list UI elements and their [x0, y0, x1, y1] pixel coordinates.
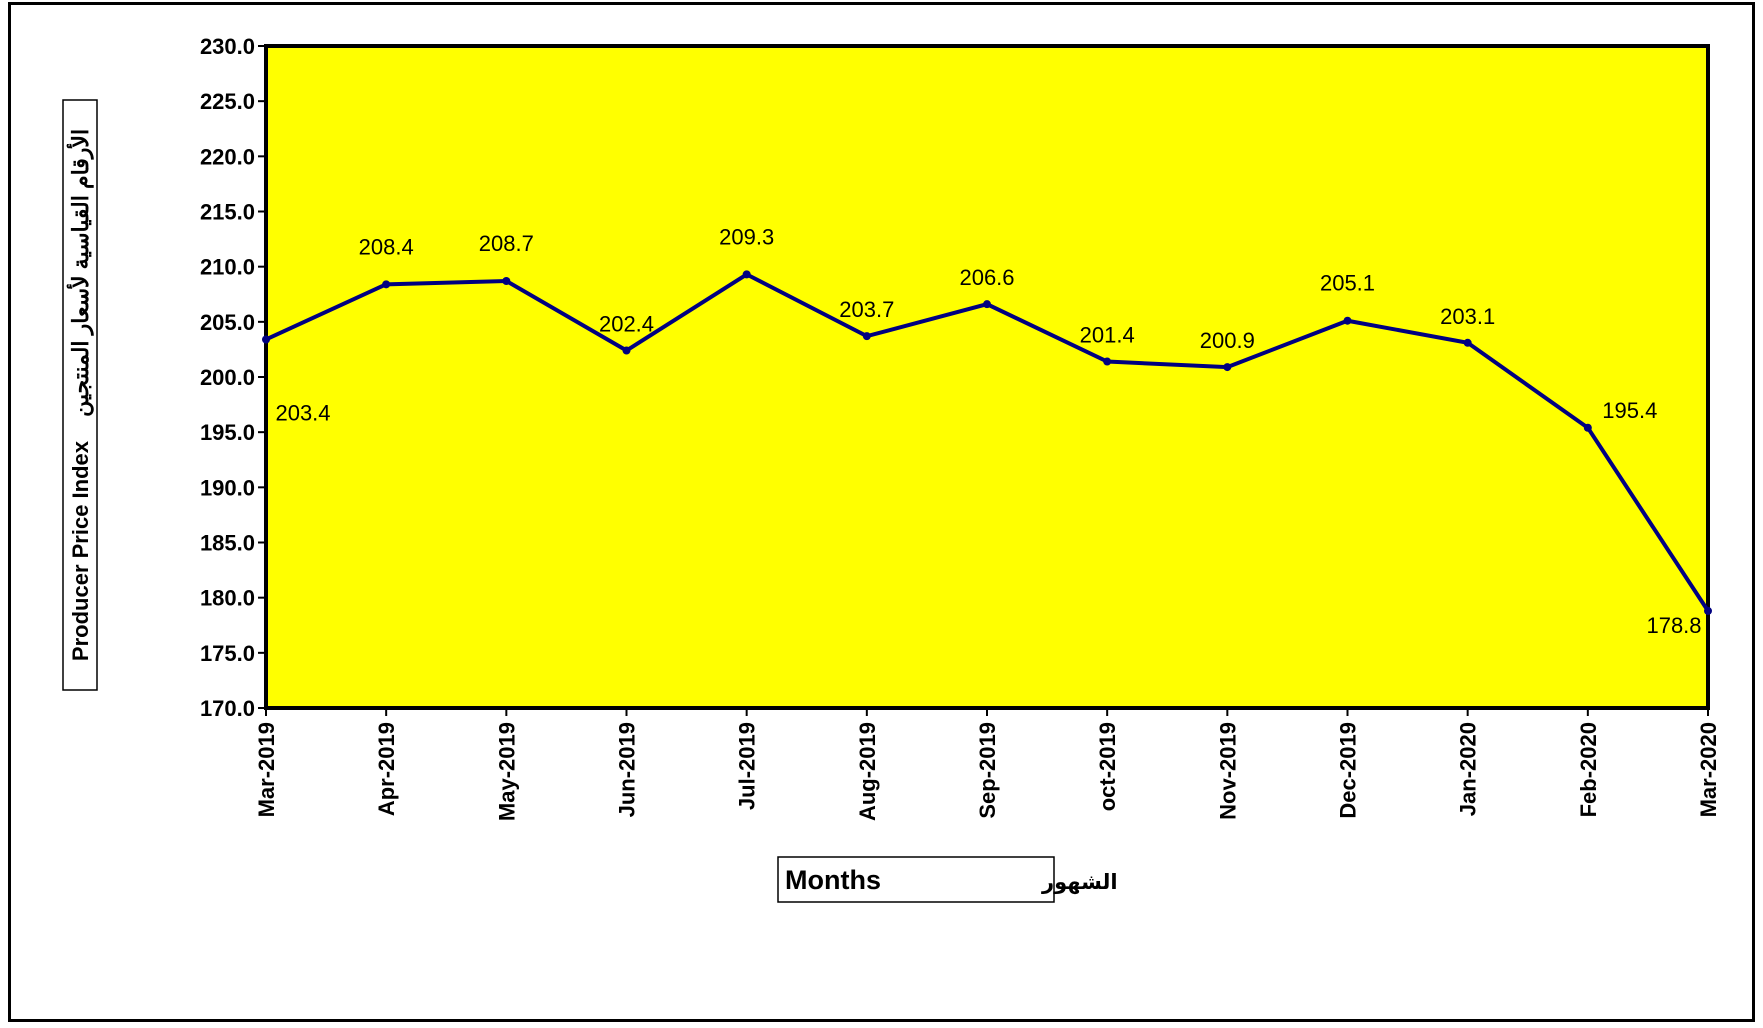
data-point	[862, 332, 871, 341]
y-tick-label: 190.0	[200, 475, 255, 500]
y-axis-title-box: Producer Price Index الأرقام القياسية لأ…	[62, 99, 98, 691]
x-axis-title-ar: الشهور	[1041, 870, 1118, 894]
data-label: 202.4	[599, 312, 654, 337]
x-tick-label: oct-2019	[1095, 722, 1120, 811]
data-label: 200.9	[1200, 328, 1255, 353]
y-axis: 170.0 175.0 180.0 185.0 190.0 195.0 200.0 205.0…	[200, 34, 266, 721]
y-tick-label: 225.0	[200, 89, 255, 114]
x-tick-label: Apr-2019	[374, 722, 399, 816]
data-label: 206.6	[959, 265, 1014, 290]
y-tick-label: 175.0	[200, 641, 255, 666]
x-tick-label: Jun-2019	[615, 722, 640, 817]
data-point	[502, 277, 511, 286]
data-label: 178.8	[1646, 613, 1701, 638]
data-label: 205.1	[1320, 271, 1375, 296]
x-tick-label: Dec-2019	[1336, 722, 1361, 819]
x-axis: Mar-2019 Apr-2019 May-2019 Jun-2019 Jul-2019…	[254, 708, 1721, 821]
data-point	[983, 300, 991, 309]
data-point	[262, 335, 270, 344]
x-tick-label: Mar-2020	[1696, 722, 1721, 817]
y-tick-label: 215.0	[200, 200, 255, 225]
y-tick-label: 180.0	[200, 586, 255, 611]
x-tick-label: Nov-2019	[1215, 722, 1240, 820]
data-point	[1223, 363, 1232, 372]
x-tick-label: Sep-2019	[975, 722, 1000, 819]
x-tick-label: Feb-2020	[1576, 722, 1601, 817]
data-label: 195.4	[1602, 398, 1657, 423]
x-tick-label: Aug-2019	[855, 722, 880, 821]
data-labels: 203.4 208.4 208.7 202.4 209.3 203.7 206.6 201.4…	[275, 224, 1701, 638]
data-point	[742, 270, 751, 279]
y-tick-label: 170.0	[200, 696, 255, 721]
y-tick-label: 230.0	[200, 34, 255, 59]
data-point	[1343, 316, 1352, 325]
data-point	[1583, 423, 1592, 432]
x-tick-label: May-2019	[494, 722, 519, 821]
x-tick-label: Mar-2019	[254, 722, 279, 817]
data-point	[1463, 338, 1472, 347]
y-tick-label: 220.0	[200, 144, 255, 169]
data-label: 209.3	[719, 224, 774, 249]
y-tick-label: 205.0	[200, 310, 255, 335]
plot-area	[264, 44, 1710, 710]
y-axis-title-ar: الأرقام القياسية لأسعار المنتجين	[66, 129, 94, 417]
data-label: 208.7	[479, 231, 534, 256]
y-tick-label: 200.0	[200, 365, 255, 390]
y-axis-title-en: Producer Price Index	[68, 440, 93, 661]
data-points	[262, 270, 1712, 615]
data-label: 201.4	[1080, 323, 1135, 348]
x-tick-label: Jul-2019	[735, 722, 760, 810]
x-axis-title-box: Months الشهور	[777, 856, 1118, 903]
data-point	[382, 280, 391, 289]
data-label: 203.7	[839, 297, 894, 322]
x-tick-label: Jan-2020	[1456, 722, 1481, 816]
y-tick-label: 210.0	[200, 255, 255, 280]
x-axis-title-en: Months	[785, 865, 881, 895]
data-label: 203.4	[275, 400, 330, 425]
data-point	[622, 346, 631, 355]
y-tick-label: 195.0	[200, 420, 255, 445]
y-tick-label: 185.0	[200, 531, 255, 556]
data-point	[1103, 357, 1112, 366]
data-label: 203.1	[1440, 304, 1495, 329]
data-point	[1704, 606, 1712, 615]
y-axis-title: Producer Price Index الأرقام القياسية لأ…	[66, 129, 94, 661]
data-label: 208.4	[359, 234, 414, 259]
